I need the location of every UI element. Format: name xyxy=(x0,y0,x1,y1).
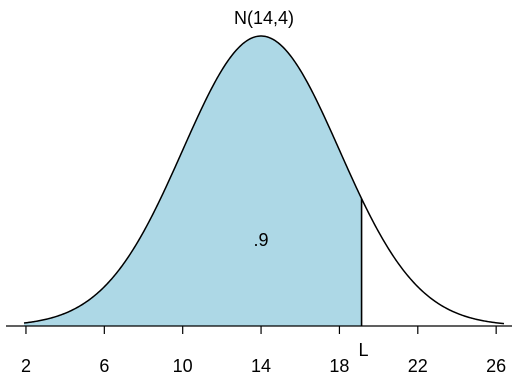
area-label: .9 xyxy=(254,230,269,250)
x-tick-label: 18 xyxy=(329,356,349,376)
cutoff-label: L xyxy=(359,340,369,360)
x-tick-label: 22 xyxy=(408,356,428,376)
x-tick-label: 10 xyxy=(173,356,193,376)
x-tick-label: 26 xyxy=(486,356,506,376)
x-tick-label: 6 xyxy=(99,356,109,376)
x-axis-ticks: 2 6 10 14 18 22 26 xyxy=(21,326,506,376)
x-tick-label: 14 xyxy=(251,356,271,376)
x-tick-label: 2 xyxy=(21,356,31,376)
chart-title: N(14,4) xyxy=(234,8,294,28)
shaded-area xyxy=(24,36,362,326)
density-curve xyxy=(23,35,505,325)
